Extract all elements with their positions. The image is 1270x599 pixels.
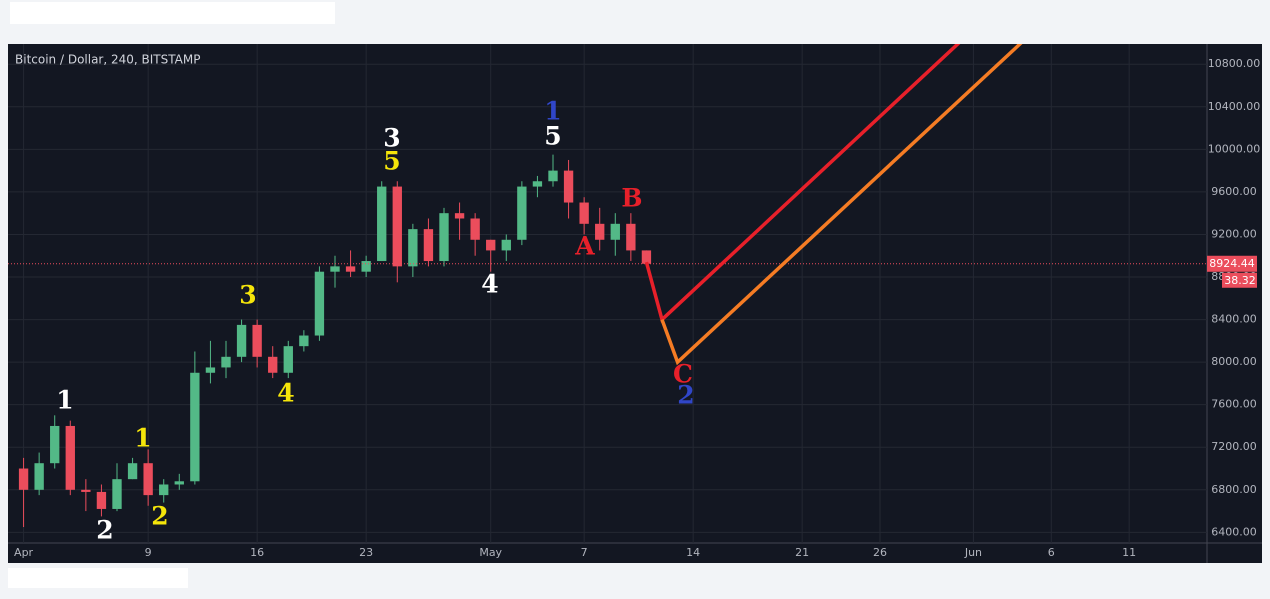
y-tick-label: 6400.00: [1211, 525, 1257, 538]
candle-body: [563, 170, 574, 203]
candle-body: [408, 229, 418, 267]
countdown-label: 38.32: [1224, 274, 1256, 287]
wave-label: 2: [151, 502, 168, 531]
candle-body: [34, 463, 44, 490]
candle-body: [517, 186, 527, 240]
wave-label: 3: [383, 124, 400, 153]
blurred-header: [10, 2, 335, 24]
candle-body: [65, 425, 75, 490]
candle-body: [127, 463, 138, 480]
x-tick-label: Apr: [14, 546, 34, 559]
candle-body: [579, 202, 589, 224]
plot: [8, 44, 1207, 528]
candle-body: [439, 213, 449, 262]
wave-label: A: [574, 232, 595, 261]
x-tick-label: 7: [581, 546, 588, 559]
y-tick-label: 10000.00: [1208, 142, 1261, 155]
x-tick-label: Jun: [964, 546, 982, 559]
candle-body: [595, 223, 605, 240]
x-tick-label: May: [479, 546, 502, 559]
candle-body: [81, 489, 91, 492]
x-tick-label: 11: [1122, 546, 1136, 559]
projection-line: [660, 44, 1023, 366]
candle-body: [392, 186, 402, 267]
y-tick-label: 10400.00: [1208, 100, 1261, 113]
candle-body: [252, 324, 262, 357]
wave-label: 4: [277, 379, 294, 408]
candle-body: [112, 479, 122, 509]
candle-body: [423, 229, 434, 262]
candle-body: [641, 250, 652, 264]
wave-label: 5: [383, 147, 400, 176]
wave-label: 2: [677, 381, 694, 410]
wave-label: 2: [96, 516, 113, 545]
candle-body: [190, 372, 200, 482]
countdown-box: [1222, 272, 1257, 288]
wave-label: 4: [481, 270, 498, 299]
wave-label: 1: [544, 97, 561, 126]
candle-body: [143, 463, 153, 496]
y-tick-label: 9600.00: [1211, 185, 1257, 198]
candle-body: [532, 181, 543, 187]
chart-title: Bitcoin / Dollar, 240, BITSTAMP: [15, 53, 200, 67]
wave-label: 1: [56, 386, 73, 415]
candle-body: [314, 271, 325, 336]
wave-label: 3: [239, 281, 256, 310]
candle-body: [470, 218, 480, 240]
candle-body: [454, 213, 465, 219]
candle-body: [330, 266, 340, 272]
x-tick-label: 16: [250, 546, 264, 559]
candle-body: [205, 367, 216, 373]
candle-body: [299, 335, 309, 347]
candle-body: [96, 491, 107, 509]
candle-body: [361, 261, 371, 272]
candle-body: [610, 223, 620, 240]
y-tick-label: 9200.00: [1211, 227, 1257, 240]
grid: [8, 44, 1207, 543]
candle-body: [501, 239, 511, 251]
wave-label: 5: [544, 122, 561, 151]
last-price-label: 8924.44: [1209, 257, 1255, 270]
x-tick-label: 6: [1048, 546, 1055, 559]
candle-body: [377, 186, 387, 262]
last-price-box: [1207, 255, 1257, 272]
chart-background: [8, 44, 1262, 563]
candle-body: [159, 484, 169, 496]
candle-body: [236, 324, 247, 357]
candle-body: [548, 170, 558, 182]
candle-body: [221, 356, 231, 368]
candle-body: [174, 481, 184, 485]
labels: 6400.00 6800.00 7200.00 7600.00 8000.00 8400.…: [14, 57, 1260, 559]
candle-body: [18, 468, 29, 490]
candle-body: [345, 266, 356, 272]
candle-body: [626, 223, 636, 251]
wave-label: 1: [134, 424, 151, 453]
x-tick-label: 21: [795, 546, 809, 559]
candle-body: [268, 356, 278, 373]
wave-label: B: [621, 184, 642, 213]
y-tick-label: 8000.00: [1211, 355, 1257, 368]
wave-label: C: [673, 360, 693, 389]
x-tick-label: 23: [359, 546, 373, 559]
candle-body: [486, 239, 496, 251]
y-tick-label: 6800.00: [1211, 483, 1257, 496]
y-tick-label: 7600.00: [1211, 398, 1257, 411]
x-tick-label: 26: [873, 546, 887, 559]
candle-body: [283, 346, 293, 373]
x-tick-label: 14: [686, 546, 700, 559]
y-tick-label: 7200.00: [1211, 440, 1257, 453]
blurred-footer: [8, 568, 188, 588]
y-tick-label: 8400.00: [1211, 313, 1257, 326]
x-tick-label: 9: [145, 546, 152, 559]
candle-body: [50, 425, 60, 464]
y-tick-label: 10800.00: [1208, 57, 1261, 70]
